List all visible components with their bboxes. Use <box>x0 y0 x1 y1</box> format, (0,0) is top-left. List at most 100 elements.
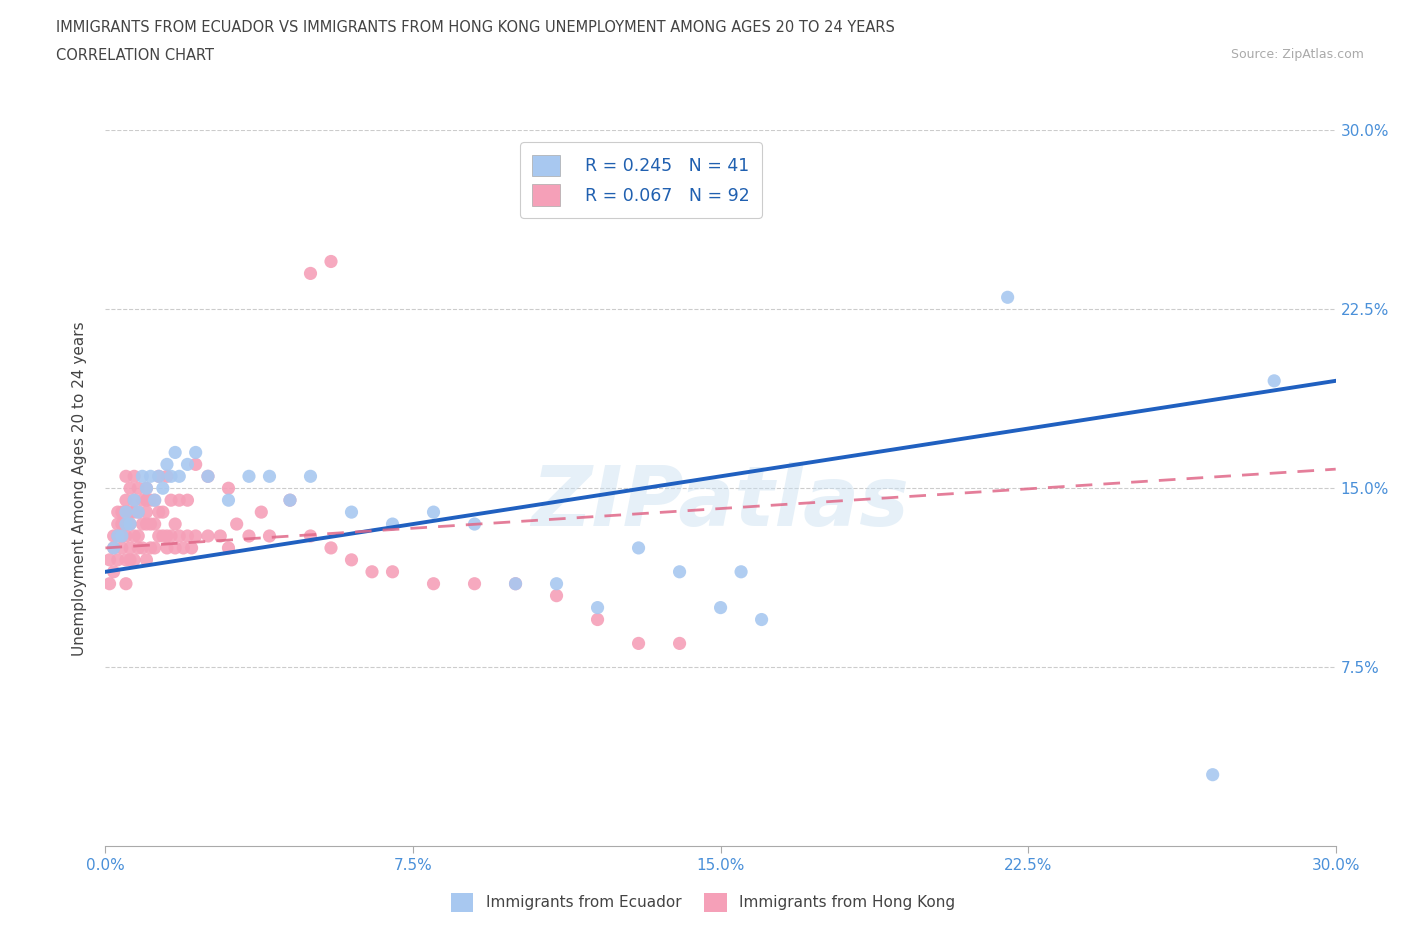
Point <box>120 517 141 532</box>
Point <box>172 540 194 555</box>
Point <box>218 481 240 496</box>
Point <box>1263 374 1285 389</box>
Point <box>505 577 527 591</box>
Point <box>120 540 141 555</box>
Point <box>156 540 179 555</box>
Point <box>120 517 141 532</box>
Point <box>505 577 527 591</box>
Point <box>148 469 170 484</box>
Point <box>139 540 162 555</box>
Point <box>135 505 157 520</box>
Point <box>103 528 125 543</box>
Point <box>103 565 125 579</box>
Point <box>122 552 145 567</box>
Point <box>107 528 129 543</box>
Point <box>710 600 733 615</box>
Point <box>225 517 247 532</box>
Point <box>139 517 162 532</box>
Point <box>127 505 149 520</box>
Point <box>148 528 170 543</box>
Point <box>148 469 170 484</box>
Point <box>156 528 179 543</box>
Point <box>115 552 138 567</box>
Point <box>103 540 125 555</box>
Y-axis label: Unemployment Among Ages 20 to 24 years: Unemployment Among Ages 20 to 24 years <box>72 321 87 656</box>
Point <box>259 528 281 543</box>
Point <box>115 505 138 520</box>
Point <box>122 469 145 484</box>
Point <box>627 636 650 651</box>
Point <box>111 528 134 543</box>
Point <box>218 540 240 555</box>
Point <box>127 481 149 496</box>
Point <box>111 528 134 543</box>
Point <box>107 552 129 567</box>
Point <box>209 528 232 543</box>
Point <box>122 493 145 508</box>
Point <box>122 528 145 543</box>
Point <box>135 552 157 567</box>
Point <box>165 445 187 460</box>
Point <box>160 469 183 484</box>
Point <box>197 528 219 543</box>
Point <box>111 540 134 555</box>
Point <box>238 469 260 484</box>
Point <box>115 493 138 508</box>
Point <box>131 517 153 532</box>
Point <box>668 636 690 651</box>
Point <box>184 445 207 460</box>
Point <box>176 493 198 508</box>
Point <box>131 469 153 484</box>
Point <box>299 469 322 484</box>
Point <box>299 266 322 281</box>
Text: CORRELATION CHART: CORRELATION CHART <box>56 48 214 63</box>
Point <box>546 577 568 591</box>
Point <box>127 540 149 555</box>
Point <box>586 600 609 615</box>
Point <box>107 528 129 543</box>
Point <box>250 505 273 520</box>
Point <box>120 552 141 567</box>
Point <box>319 254 342 269</box>
Point <box>107 505 129 520</box>
Point <box>160 493 183 508</box>
Legend:   R = 0.245   N = 41,   R = 0.067   N = 92: R = 0.245 N = 41, R = 0.067 N = 92 <box>520 142 762 218</box>
Point <box>997 290 1019 305</box>
Point <box>148 505 170 520</box>
Point <box>122 493 145 508</box>
Point <box>197 469 219 484</box>
Point <box>152 505 174 520</box>
Point <box>143 493 166 508</box>
Point <box>143 540 166 555</box>
Point <box>135 493 157 508</box>
Point <box>131 493 153 508</box>
Point <box>131 540 153 555</box>
Point <box>115 505 138 520</box>
Point <box>422 577 444 591</box>
Point <box>169 493 191 508</box>
Point <box>238 528 260 543</box>
Point <box>730 565 752 579</box>
Point <box>319 540 342 555</box>
Point <box>546 589 568 604</box>
Point <box>160 528 183 543</box>
Point <box>143 517 166 532</box>
Point <box>143 493 166 508</box>
Point <box>176 528 198 543</box>
Point <box>115 517 138 532</box>
Point <box>278 493 301 508</box>
Point <box>184 528 207 543</box>
Point <box>111 517 134 532</box>
Point <box>152 528 174 543</box>
Point <box>111 505 134 520</box>
Point <box>259 469 281 484</box>
Point <box>751 612 773 627</box>
Point <box>464 517 486 532</box>
Point <box>165 517 187 532</box>
Point <box>197 469 219 484</box>
Point <box>184 457 207 472</box>
Point <box>340 552 363 567</box>
Point <box>156 457 179 472</box>
Point <box>127 528 149 543</box>
Text: Source: ZipAtlas.com: Source: ZipAtlas.com <box>1230 48 1364 61</box>
